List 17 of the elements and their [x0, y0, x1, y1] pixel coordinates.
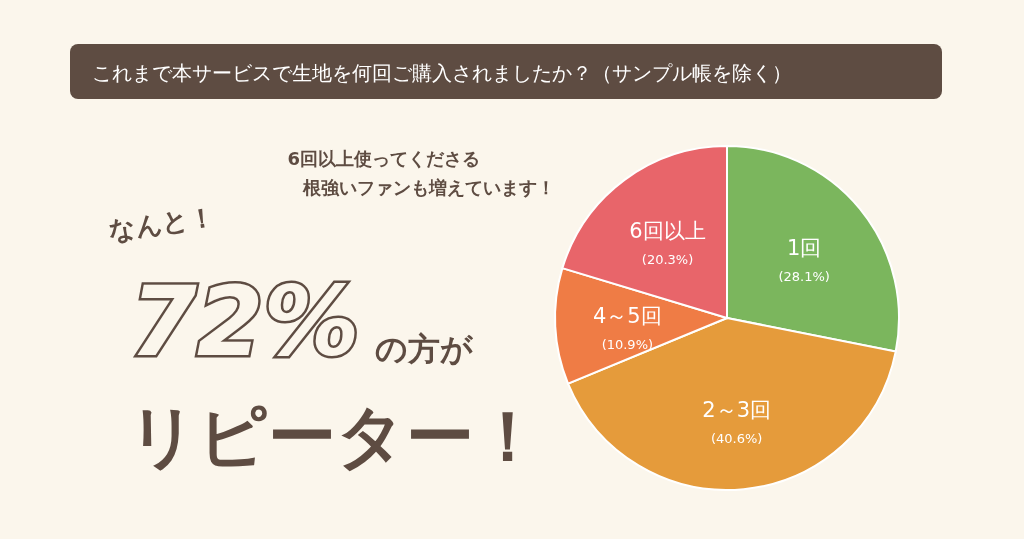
text: 根強いファンも増えています！	[302, 177, 555, 198]
data-label: (28.1%)	[778, 268, 830, 284]
chart-title: これまで本サービスで生地を何回ご購入されましたか？（サンプル帳を除く）	[92, 61, 792, 85]
text: なんと！	[106, 201, 217, 246]
slice-label: 2～3回	[702, 398, 772, 423]
text: の方が	[375, 330, 474, 368]
data-label: (40.6%)	[710, 431, 763, 447]
text: 6回以上使ってくださる	[287, 148, 480, 169]
data-label: (10.9%)	[601, 336, 654, 352]
slice-label: 1回	[786, 235, 822, 260]
slice-label: 4～5回	[592, 303, 662, 328]
slice-label: 6回以上	[629, 218, 706, 243]
text: リピーター！	[128, 397, 542, 476]
pie-slice	[726, 145, 900, 353]
data-label: (20.3%)	[641, 251, 694, 267]
text: 72%	[130, 266, 360, 378]
pie-slice	[554, 267, 728, 385]
